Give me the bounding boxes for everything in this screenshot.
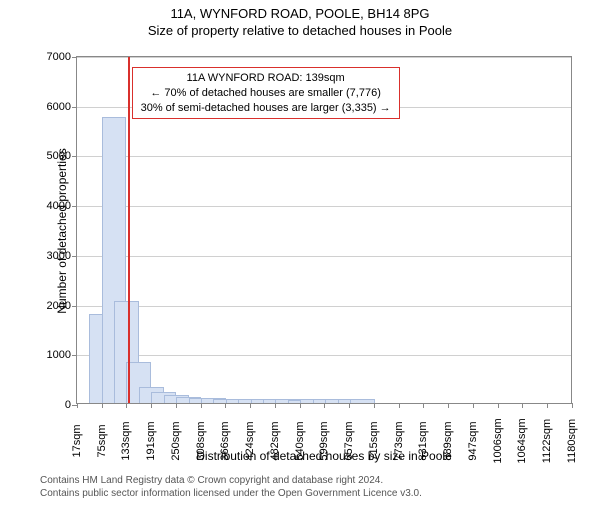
ytick-mark [72, 57, 77, 58]
xtick-mark [250, 403, 251, 408]
xtick-mark [176, 403, 177, 408]
xtick-mark [275, 403, 276, 408]
xtick-mark [324, 403, 325, 408]
chart-area: 0100020003000400050006000700017sqm75sqm1… [76, 56, 572, 404]
xtick-mark [498, 403, 499, 408]
ytick-mark [72, 306, 77, 307]
xtick-mark [374, 403, 375, 408]
bar [350, 399, 375, 403]
gridline-h [77, 156, 571, 157]
reference-line [128, 57, 130, 403]
xtick-mark [77, 403, 78, 408]
xtick-mark [102, 403, 103, 408]
xtick-mark [423, 403, 424, 408]
gridline-h [77, 256, 571, 257]
xtick-mark [349, 403, 350, 408]
annotation-line: 11A WYNFORD ROAD: 139sqm [141, 71, 391, 86]
ytick-label: 0 [65, 399, 71, 411]
footer-text: Contains HM Land Registry data © Crown c… [40, 474, 422, 500]
xtick-mark [547, 403, 548, 408]
xtick-mark [151, 403, 152, 408]
xtick-mark [126, 403, 127, 408]
ytick-mark [72, 256, 77, 257]
xtick-mark [399, 403, 400, 408]
ytick-mark [72, 355, 77, 356]
chart-subtitle: Size of property relative to detached ho… [0, 23, 600, 38]
annotation-line: ← 70% of detached houses are smaller (7,… [141, 86, 391, 101]
xtick-mark [225, 403, 226, 408]
xtick-mark [572, 403, 573, 408]
annotation-box: 11A WYNFORD ROAD: 139sqm← 70% of detache… [132, 67, 400, 120]
ytick-label: 7000 [47, 51, 71, 63]
y-axis-label: Number of detached properties [55, 101, 69, 361]
x-axis-label: Distribution of detached houses by size … [76, 449, 572, 463]
ytick-mark [72, 206, 77, 207]
footer-line-1: Contains HM Land Registry data © Crown c… [40, 474, 422, 487]
annotation-line: 30% of semi-detached houses are larger (… [141, 101, 391, 116]
ytick-mark [72, 156, 77, 157]
gridline-h [77, 355, 571, 356]
gridline-h [77, 306, 571, 307]
xtick-mark [522, 403, 523, 408]
footer-line-2: Contains public sector information licen… [40, 487, 422, 500]
ytick-mark [72, 107, 77, 108]
page-title: 11A, WYNFORD ROAD, POOLE, BH14 8PG [0, 6, 600, 21]
xtick-mark [201, 403, 202, 408]
gridline-h [77, 206, 571, 207]
xtick-mark [473, 403, 474, 408]
gridline-h [77, 57, 571, 58]
xtick-mark [300, 403, 301, 408]
xtick-mark [448, 403, 449, 408]
plot-region: 0100020003000400050006000700017sqm75sqm1… [76, 56, 572, 404]
